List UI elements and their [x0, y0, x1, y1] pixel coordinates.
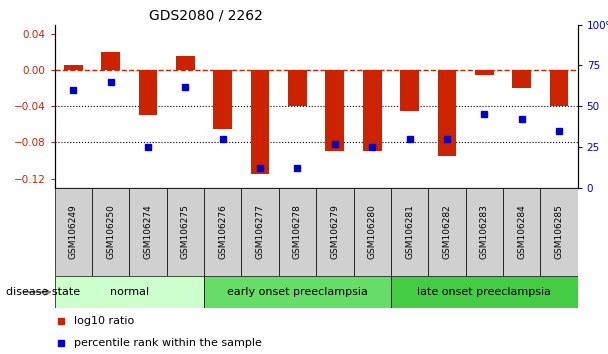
Bar [541, 188, 578, 276]
Text: GSM106281: GSM106281 [405, 204, 414, 259]
Bar [55, 188, 92, 276]
Bar [130, 188, 167, 276]
Text: GSM106250: GSM106250 [106, 204, 116, 259]
Text: GSM106282: GSM106282 [443, 205, 451, 259]
Bar [353, 188, 391, 276]
Text: disease state: disease state [6, 287, 80, 297]
Text: GSM106280: GSM106280 [368, 204, 377, 259]
Bar [102, 52, 120, 70]
Bar [503, 188, 541, 276]
Bar [391, 188, 428, 276]
Text: GSM106279: GSM106279 [330, 204, 339, 259]
Text: GSM106249: GSM106249 [69, 205, 78, 259]
Text: late onset preeclampsia: late onset preeclampsia [417, 287, 551, 297]
Text: GSM106278: GSM106278 [293, 204, 302, 259]
Bar [92, 188, 130, 276]
Bar [428, 188, 466, 276]
Text: GSM106285: GSM106285 [554, 204, 564, 259]
Bar [176, 56, 195, 70]
Text: GSM106277: GSM106277 [255, 204, 264, 259]
Text: GSM106276: GSM106276 [218, 204, 227, 259]
Bar [55, 276, 204, 308]
Text: percentile rank within the sample: percentile rank within the sample [74, 338, 261, 348]
Bar [438, 70, 456, 156]
Bar [213, 70, 232, 129]
Bar [363, 70, 382, 152]
Bar [139, 70, 157, 115]
Text: GSM106283: GSM106283 [480, 204, 489, 259]
Bar [325, 70, 344, 152]
Bar [512, 70, 531, 88]
Text: log10 ratio: log10 ratio [74, 316, 134, 326]
Bar [64, 65, 83, 70]
Bar [204, 276, 391, 308]
Bar [466, 188, 503, 276]
Text: GSM106274: GSM106274 [143, 205, 153, 259]
Bar [475, 70, 494, 75]
Bar [550, 70, 568, 106]
Bar [204, 188, 241, 276]
Text: GSM106284: GSM106284 [517, 205, 526, 259]
Bar [391, 276, 578, 308]
Bar [241, 188, 279, 276]
Bar [400, 70, 419, 111]
Bar [279, 188, 316, 276]
Text: GDS2080 / 2262: GDS2080 / 2262 [149, 8, 263, 22]
Bar [250, 70, 269, 174]
Bar [167, 188, 204, 276]
Bar [316, 188, 353, 276]
Text: early onset preeclampsia: early onset preeclampsia [227, 287, 368, 297]
Text: normal: normal [110, 287, 149, 297]
Text: GSM106275: GSM106275 [181, 204, 190, 259]
Bar [288, 70, 307, 106]
